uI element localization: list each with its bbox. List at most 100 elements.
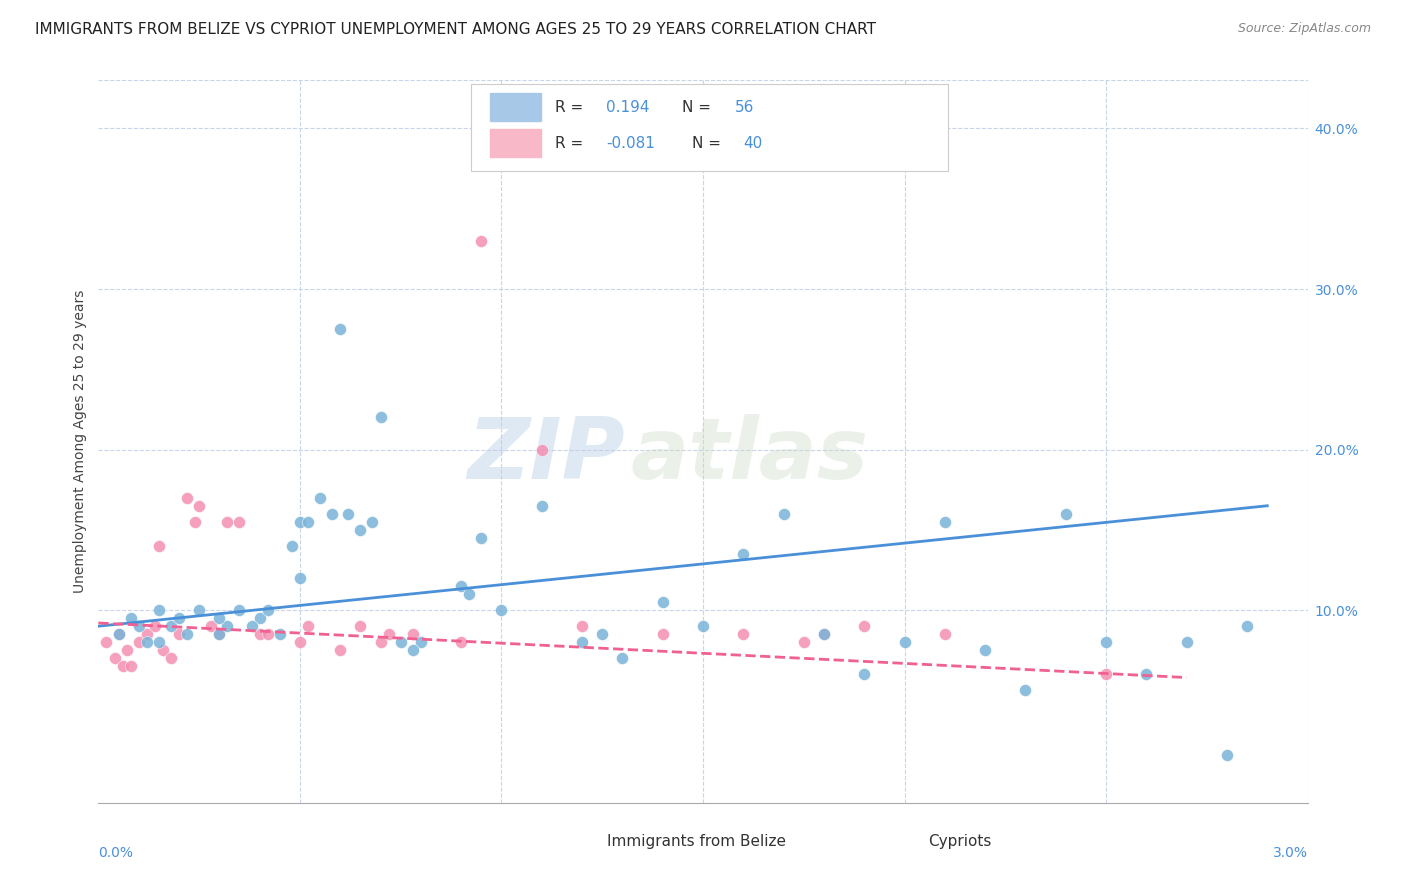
Point xyxy=(1175,635,1198,649)
Point xyxy=(160,619,183,633)
Point xyxy=(458,587,481,601)
Point xyxy=(107,627,129,641)
Point xyxy=(470,234,492,248)
Point xyxy=(152,643,174,657)
Point xyxy=(934,515,956,529)
Point xyxy=(228,515,250,529)
Point xyxy=(115,643,138,657)
Point xyxy=(128,619,150,633)
Point xyxy=(120,659,142,673)
Text: N =: N = xyxy=(682,100,716,114)
Text: atlas: atlas xyxy=(630,415,869,498)
Point xyxy=(288,515,311,529)
Point xyxy=(200,619,222,633)
Point xyxy=(893,635,915,649)
Point xyxy=(813,627,835,641)
Text: R =: R = xyxy=(555,136,589,151)
Point xyxy=(793,635,815,649)
Point xyxy=(1236,619,1258,633)
FancyBboxPatch shape xyxy=(491,129,541,157)
Point xyxy=(96,635,118,649)
Point xyxy=(402,643,425,657)
FancyBboxPatch shape xyxy=(491,94,541,120)
Text: 0.0%: 0.0% xyxy=(98,847,134,860)
Point xyxy=(281,539,304,553)
Point xyxy=(853,619,876,633)
Point xyxy=(288,571,311,585)
Point xyxy=(591,627,613,641)
Point xyxy=(772,507,794,521)
Point xyxy=(188,603,211,617)
FancyBboxPatch shape xyxy=(872,831,918,853)
Text: ZIP: ZIP xyxy=(467,415,624,498)
Point xyxy=(337,507,360,521)
Point xyxy=(135,635,157,649)
Point xyxy=(651,627,673,641)
Point xyxy=(208,611,231,625)
Point xyxy=(103,651,125,665)
Text: -0.081: -0.081 xyxy=(606,136,655,151)
Point xyxy=(329,643,352,657)
Text: Source: ZipAtlas.com: Source: ZipAtlas.com xyxy=(1237,22,1371,36)
Text: 56: 56 xyxy=(734,100,754,114)
Point xyxy=(1095,667,1118,681)
Point xyxy=(217,619,239,633)
Point xyxy=(297,619,319,633)
Point xyxy=(217,515,239,529)
Point xyxy=(1054,507,1077,521)
Point xyxy=(329,322,352,336)
Point xyxy=(256,627,278,641)
FancyBboxPatch shape xyxy=(471,84,949,170)
Point xyxy=(135,627,157,641)
Text: R =: R = xyxy=(555,100,589,114)
Point xyxy=(143,619,166,633)
Y-axis label: Unemployment Among Ages 25 to 29 years: Unemployment Among Ages 25 to 29 years xyxy=(73,290,87,593)
Point xyxy=(1014,683,1036,698)
Point xyxy=(377,627,399,641)
Point xyxy=(370,410,392,425)
Point xyxy=(176,627,198,641)
Point xyxy=(297,515,319,529)
Text: 0.194: 0.194 xyxy=(606,100,650,114)
Point xyxy=(813,627,835,641)
Point xyxy=(176,491,198,505)
Point xyxy=(470,531,492,545)
Point xyxy=(167,611,190,625)
Text: 40: 40 xyxy=(742,136,762,151)
Point xyxy=(530,499,553,513)
Point xyxy=(249,611,271,625)
Point xyxy=(1095,635,1118,649)
Point xyxy=(148,635,170,649)
Point xyxy=(288,635,311,649)
Point xyxy=(733,547,755,561)
Point xyxy=(692,619,714,633)
Point xyxy=(188,499,211,513)
Point xyxy=(184,515,207,529)
Point xyxy=(361,515,384,529)
Point xyxy=(651,595,673,609)
Point xyxy=(208,627,231,641)
Point xyxy=(249,627,271,641)
Point xyxy=(571,635,593,649)
Point xyxy=(612,651,634,665)
Point xyxy=(208,627,231,641)
Point xyxy=(148,539,170,553)
Point xyxy=(120,611,142,625)
Text: 3.0%: 3.0% xyxy=(1272,847,1308,860)
Point xyxy=(450,635,472,649)
Point xyxy=(240,619,263,633)
Point xyxy=(148,603,170,617)
Point xyxy=(370,635,392,649)
Point xyxy=(974,643,997,657)
Point xyxy=(309,491,332,505)
Point xyxy=(128,635,150,649)
Point xyxy=(1135,667,1157,681)
Point xyxy=(111,659,134,673)
Text: Immigrants from Belize: Immigrants from Belize xyxy=(607,834,786,849)
Point xyxy=(402,627,425,641)
Point xyxy=(269,627,291,641)
Point xyxy=(167,627,190,641)
Point xyxy=(934,627,956,641)
Point xyxy=(530,442,553,457)
Point xyxy=(228,603,250,617)
